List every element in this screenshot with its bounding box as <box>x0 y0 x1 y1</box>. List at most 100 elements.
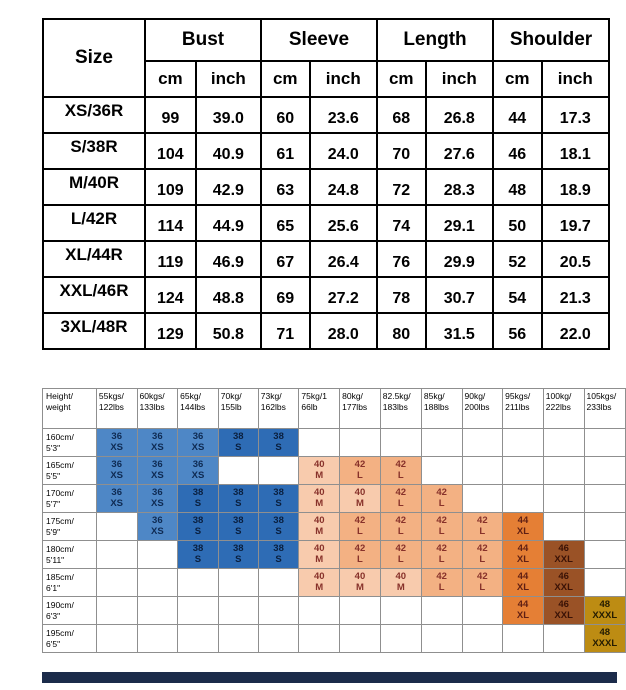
empty-cell <box>177 568 219 597</box>
size-recommendation-cell: 40 M <box>298 540 341 569</box>
measurement-cell: 30.7 <box>424 276 495 314</box>
empty-cell <box>461 428 504 457</box>
size-recommendation-cell: 48 XXXL <box>583 596 626 625</box>
measurement-cell: 60 <box>260 96 311 134</box>
size-row: XL/44R 119 46.9 67 26.4 76 29.9 52 20.5 <box>42 240 611 278</box>
empty-cell <box>95 596 138 625</box>
empty-cell <box>177 624 219 653</box>
weight-header: 105kgs/ 233lbs <box>583 388 626 429</box>
empty-cell <box>502 456 544 485</box>
size-recommendation-cell: 42 L <box>420 568 463 597</box>
height-label: 195cm/ 6'5" <box>42 624 97 653</box>
weight-header: 95kgs/ 211lbs <box>502 388 544 429</box>
measurement-cell: 76 <box>376 240 427 278</box>
size-recommendation-cell: 40 M <box>379 568 422 597</box>
measurement-cell: 31.5 <box>424 312 495 350</box>
measurement-cell: 63 <box>260 168 311 206</box>
size-recommendation-cell: 36 XS <box>95 456 138 485</box>
measurement-cell: 19.7 <box>540 204 611 242</box>
size-recommendation-cell: 42 L <box>420 484 463 513</box>
size-label-cell: M/40R <box>42 168 146 206</box>
fit-row: 190cm/ 6'3" 44 XL 46 XXL 48 XXXL <box>42 596 626 625</box>
measurement-cell: 25.6 <box>308 204 379 242</box>
size-recommendation-cell: 42 L <box>420 540 463 569</box>
measurement-cell: 119 <box>144 240 197 278</box>
measurement-cell: 71 <box>260 312 311 350</box>
measurement-cell: 29.1 <box>424 204 495 242</box>
size-recommendation-cell: 38 S <box>257 512 300 541</box>
measurement-cell: 56 <box>492 312 543 350</box>
size-row: XS/36R 99 39.0 60 23.6 68 26.8 44 17.3 <box>42 96 611 134</box>
size-recommendation-cell: 46 XXL <box>542 568 585 597</box>
empty-cell <box>583 568 626 597</box>
size-label-cell: 3XL/48R <box>42 312 146 350</box>
height-label: 165cm/ 5'5" <box>42 456 97 485</box>
size-recommendation-cell: 42 L <box>339 512 381 541</box>
measurement-cell: 18.9 <box>540 168 611 206</box>
empty-cell <box>379 428 422 457</box>
size-recommendation-cell: 38 S <box>217 512 259 541</box>
size-recommendation-cell: 38 S <box>257 428 300 457</box>
measurement-cell: 80 <box>376 312 427 350</box>
weight-header: 85kg/ 188lbs <box>420 388 463 429</box>
size-row: XXL/46R 124 48.8 69 27.2 78 30.7 54 21.3 <box>42 276 611 314</box>
measurement-cell: 27.2 <box>308 276 379 314</box>
weight-header: 73kg/ 162lbs <box>257 388 300 429</box>
measurement-cell: 99 <box>144 96 197 134</box>
empty-cell <box>461 624 504 653</box>
empty-cell <box>461 596 504 625</box>
group-header: Length <box>376 18 494 62</box>
measurement-cell: 26.8 <box>424 96 495 134</box>
empty-cell <box>583 512 626 541</box>
size-recommendation-cell: 42 L <box>379 540 422 569</box>
measurement-cell: 27.6 <box>424 132 495 170</box>
size-recommendation-cell: 42 L <box>379 456 422 485</box>
empty-cell <box>502 624 544 653</box>
size-recommendation-cell: 48 XXXL <box>583 624 626 653</box>
empty-cell <box>379 624 422 653</box>
size-recommendation-cell: 38 S <box>257 540 300 569</box>
size-label-cell: S/38R <box>42 132 146 170</box>
measurement-cell: 104 <box>144 132 197 170</box>
size-row: L/42R 114 44.9 65 25.6 74 29.1 50 19.7 <box>42 204 611 242</box>
empty-cell <box>95 512 138 541</box>
size-recommendation-cell: 42 L <box>379 512 422 541</box>
size-recommendation-cell: 42 L <box>420 512 463 541</box>
size-recommendation-cell: 36 XS <box>95 428 138 457</box>
measurement-cell: 29.9 <box>424 240 495 278</box>
group-header: Sleeve <box>260 18 378 62</box>
size-recommendation-cell: 40 M <box>298 456 341 485</box>
fit-row: 175cm/ 5'9" 36 XS 38 S 38 S 38 S 40 M 42 L 42 L… <box>42 512 626 541</box>
measurement-cell: 52 <box>492 240 543 278</box>
empty-cell <box>257 568 300 597</box>
size-recommendation-cell: 42 L <box>339 456 381 485</box>
empty-cell <box>217 456 259 485</box>
empty-cell <box>420 428 463 457</box>
size-recommendation-cell: 40 M <box>339 568 381 597</box>
empty-cell <box>542 512 585 541</box>
height-label: 185cm/ 6'1" <box>42 568 97 597</box>
fit-row: 185cm/ 6'1" 40 M 40 M 40 M 42 L 42 L 44 XL 46 X… <box>42 568 626 597</box>
size-recommendation-cell: 36 XS <box>177 456 219 485</box>
measurement-cell: 46 <box>492 132 543 170</box>
size-recommendation-cell: 46 XXL <box>542 596 585 625</box>
empty-cell <box>420 596 463 625</box>
weight-header: 90kg/ 200lbs <box>461 388 504 429</box>
size-recommendation-cell: 42 L <box>461 540 504 569</box>
weight-header: 70kg/ 155lb <box>217 388 259 429</box>
empty-cell <box>502 484 544 513</box>
empty-cell <box>257 596 300 625</box>
measurement-cell: 28.3 <box>424 168 495 206</box>
measurement-cell: 69 <box>260 276 311 314</box>
weight-header: 60kgs/ 133lbs <box>136 388 179 429</box>
measurement-cell: 129 <box>144 312 197 350</box>
size-recommendation-cell: 38 S <box>217 428 259 457</box>
measurement-cell: 44 <box>492 96 543 134</box>
empty-cell <box>298 624 341 653</box>
measurement-cell: 18.1 <box>540 132 611 170</box>
empty-cell <box>217 596 259 625</box>
measurement-cell: 20.5 <box>540 240 611 278</box>
empty-cell <box>298 428 341 457</box>
unit-header: cm <box>492 60 543 98</box>
unit-header: cm <box>260 60 311 98</box>
